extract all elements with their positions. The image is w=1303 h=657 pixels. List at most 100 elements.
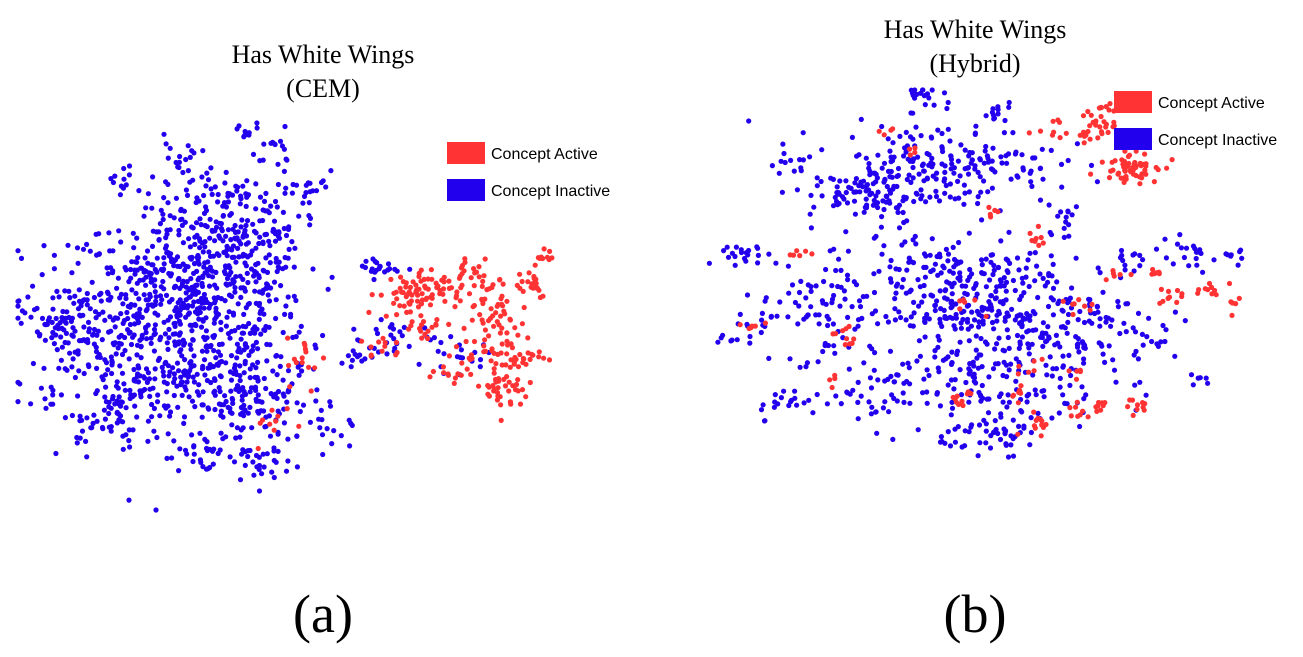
scatter-point — [161, 255, 167, 261]
scatter-point — [215, 191, 221, 198]
scatter-point — [192, 404, 198, 410]
scatter-point — [886, 198, 892, 204]
scatter-point — [134, 352, 140, 358]
scatter-point — [1018, 319, 1025, 325]
scatter-point — [239, 410, 246, 416]
scatter-point — [211, 320, 217, 326]
scatter-point — [965, 389, 971, 395]
scatter-point — [168, 256, 175, 262]
scatter-point — [1163, 255, 1169, 261]
scatter-point — [1106, 175, 1113, 181]
scatter-point — [174, 314, 180, 320]
scatter-point — [796, 303, 802, 309]
scatter-point — [830, 203, 837, 209]
scatter-point — [1053, 332, 1059, 338]
scatter-point — [314, 387, 320, 393]
scatter-point — [391, 336, 397, 342]
scatter-point — [842, 342, 848, 348]
scatter-point — [999, 160, 1005, 166]
scatter-point — [127, 444, 133, 450]
scatter-point — [189, 398, 196, 404]
scatter-point — [958, 320, 964, 326]
scatter-point — [197, 305, 203, 311]
scatter-point — [418, 313, 424, 319]
scatter-point — [949, 315, 956, 321]
scatter-point — [252, 384, 259, 390]
scatter-point — [285, 436, 291, 442]
scatter-point — [1134, 402, 1141, 408]
scatter-point — [1060, 353, 1066, 359]
scatter-point — [94, 252, 100, 258]
scatter-point — [273, 459, 279, 465]
scatter-point — [1077, 132, 1083, 138]
scatter-point — [1013, 356, 1019, 362]
scatter-point — [216, 252, 222, 258]
scatter-point — [152, 289, 158, 295]
scatter-point — [446, 321, 452, 327]
scatter-point — [868, 411, 875, 417]
scatter-point — [241, 285, 247, 291]
scatter-point — [399, 289, 405, 295]
scatter-point — [807, 211, 813, 217]
scatter-point — [964, 319, 971, 325]
scatter-point — [281, 146, 287, 152]
scatter-point — [512, 325, 518, 331]
scatter-point — [256, 289, 263, 295]
scatter-point — [948, 412, 954, 418]
scatter-point — [466, 355, 472, 361]
scatter-point — [915, 277, 921, 283]
scatter-point — [863, 183, 869, 189]
scatter-point — [241, 230, 248, 236]
scatter-point — [165, 431, 171, 437]
scatter-point — [1001, 130, 1008, 136]
scatter-point — [178, 206, 184, 212]
scatter-point — [255, 392, 261, 398]
scatter-point — [372, 258, 378, 265]
scatter-point — [523, 394, 529, 400]
scatter-point — [989, 307, 995, 313]
scatter-point — [189, 254, 195, 260]
scatter-point — [876, 268, 882, 274]
scatter-point — [257, 194, 264, 200]
scatter-point — [245, 453, 251, 460]
scatter-point — [231, 254, 237, 260]
scatter-point — [949, 349, 955, 355]
scatter-point — [253, 206, 259, 212]
scatter-point — [253, 339, 259, 345]
scatter-point — [208, 165, 214, 171]
scatter-point — [160, 211, 166, 217]
scatter-point — [303, 190, 309, 196]
scatter-point — [167, 227, 173, 233]
scatter-point — [218, 402, 224, 408]
scatter-point — [76, 287, 82, 293]
scatter-point — [1065, 319, 1071, 325]
scatter-point — [901, 380, 907, 386]
scatter-point — [453, 293, 460, 299]
scatter-point — [1035, 294, 1041, 301]
scatter-point — [121, 165, 127, 172]
scatter-point — [379, 348, 385, 354]
scatter-point — [991, 262, 997, 269]
scatter-point — [246, 320, 252, 327]
scatter-point — [992, 361, 999, 367]
scatter-point — [520, 355, 527, 362]
scatter-point — [493, 361, 499, 367]
scatter-point — [1066, 368, 1072, 374]
scatter-point — [1068, 413, 1074, 419]
scatter-point — [203, 183, 209, 189]
scatter-point — [869, 404, 875, 410]
scatter-point — [792, 299, 799, 306]
scatter-point — [805, 312, 811, 318]
scatter-point — [1015, 174, 1021, 180]
scatter-point — [1065, 209, 1071, 215]
scatter-point — [240, 330, 247, 336]
scatter-point — [199, 174, 205, 180]
scatter-point — [83, 438, 89, 444]
scatter-point — [785, 263, 792, 269]
scatter-point — [206, 273, 212, 279]
scatter-point — [913, 124, 919, 130]
scatter-point — [729, 250, 736, 256]
scatter-point — [781, 150, 787, 157]
scatter-point — [896, 309, 902, 315]
scatter-point — [471, 266, 477, 272]
